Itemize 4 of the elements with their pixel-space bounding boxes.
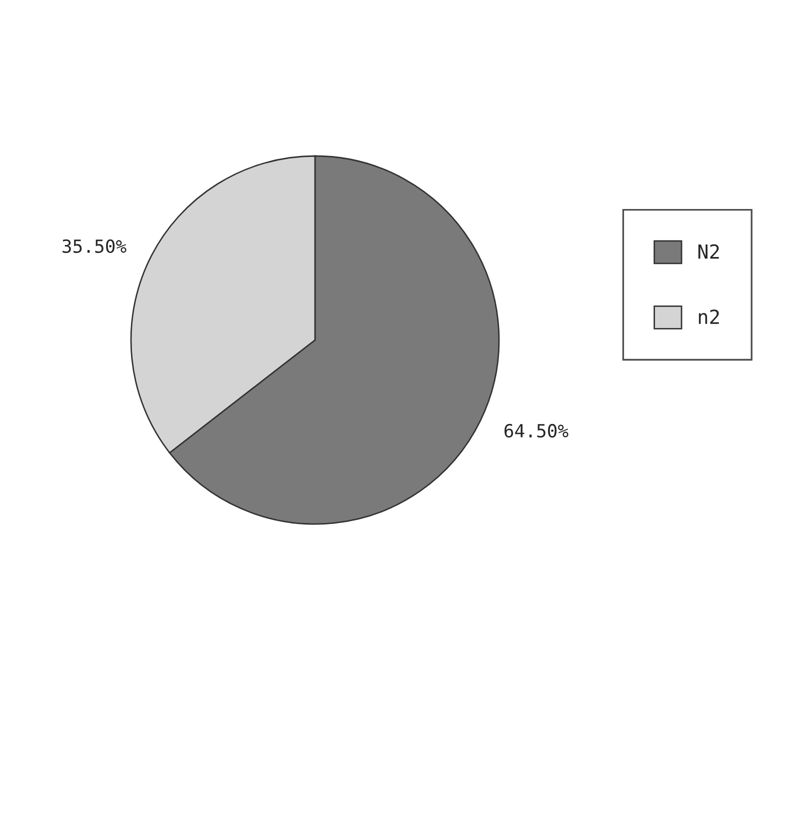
legend-label: N2 (698, 244, 719, 259)
legend-label: n2 (698, 309, 719, 324)
data-label: 35.50% (62, 239, 126, 254)
data-label: 64.50% (504, 424, 568, 438)
